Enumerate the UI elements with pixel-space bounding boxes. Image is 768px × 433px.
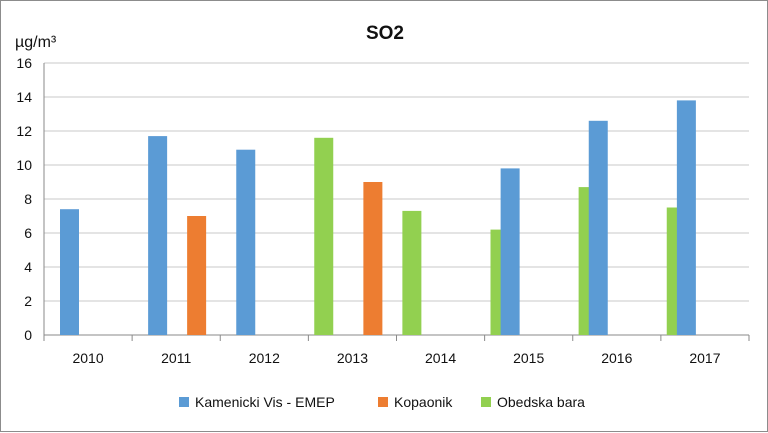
y-tick-label: 16	[16, 55, 32, 71]
y-tick-label: 4	[24, 259, 32, 275]
y-tick-label: 10	[16, 157, 32, 173]
bar-kopaonik-2013	[363, 182, 383, 335]
bar-kamenicki-vis-emep-2012	[236, 149, 256, 335]
legend-label: Kamenicki Vis - EMEP	[195, 394, 335, 410]
legend-swatch	[179, 397, 189, 407]
bar-obedska-bara-2013	[402, 210, 422, 335]
bars	[60, 100, 696, 336]
y-tick-label: 0	[24, 327, 32, 343]
y-axis-unit-label: µg/m³	[15, 34, 57, 51]
x-tick-label: 2015	[513, 350, 544, 366]
bar-obedska-bara-2012	[314, 137, 334, 335]
x-tick-label: 2017	[689, 350, 720, 366]
legend-label: Obedska bara	[497, 394, 585, 410]
x-tick-label: 2011	[161, 350, 191, 366]
chart-title: SO2	[366, 23, 404, 44]
x-tick-label: 2014	[425, 350, 456, 366]
y-tick-label: 12	[16, 123, 32, 139]
legend-swatch	[481, 397, 491, 407]
bar-kamenicki-vis-emep-2011	[148, 136, 168, 335]
y-tick-label: 2	[24, 293, 32, 309]
legend-swatch	[378, 397, 388, 407]
bar-kamenicki-vis-emep-2017	[676, 100, 696, 336]
bar-kamenicki-vis-emep-2016	[588, 120, 608, 335]
y-tick-label: 6	[24, 225, 32, 241]
x-axis-ticks: 2010 2011 2012 2013 2014 2015 2016 2017	[72, 350, 720, 366]
y-tick-label: 14	[16, 89, 32, 105]
y-tick-label: 8	[24, 191, 32, 207]
legend-label: Kopaonik	[394, 394, 453, 410]
y-axis-ticks: 0 2 4 6 8 10 12 14 16	[16, 55, 32, 343]
bar-kamenicki-vis-emep-2010	[60, 209, 79, 335]
x-tick-label: 2013	[337, 350, 368, 366]
x-tick-label: 2016	[601, 350, 632, 366]
legend: Kamenicki Vis - EMEP Kopaonik Obedska bara	[179, 394, 585, 410]
bar-kopaonik-2011	[187, 216, 207, 335]
x-tick-label: 2012	[249, 350, 280, 366]
bar-kamenicki-vis-emep-2015	[500, 168, 520, 335]
x-tick-label: 2010	[72, 350, 103, 366]
